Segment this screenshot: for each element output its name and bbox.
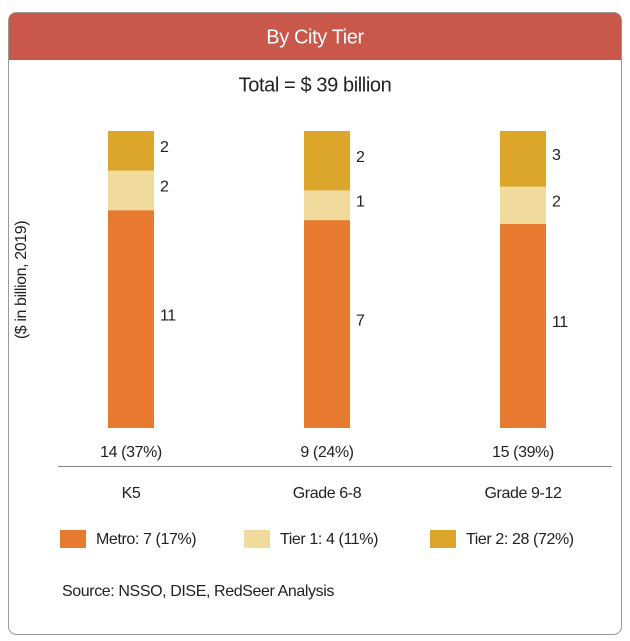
value-label: 11 <box>552 314 568 331</box>
legend-swatch <box>60 530 86 548</box>
bar-segment <box>304 131 350 191</box>
bar-segment <box>500 223 546 428</box>
value-label: 2 <box>160 139 169 156</box>
bar-segment <box>500 186 546 224</box>
bar-segment <box>108 170 154 211</box>
x-tick-label: Grade 6-8 <box>293 485 362 502</box>
chart-title: By City Tier <box>266 26 364 48</box>
value-label: 2 <box>160 179 169 196</box>
bar-segment <box>304 220 350 428</box>
x-tick-label: K5 <box>122 485 141 502</box>
bar-segment <box>304 190 350 221</box>
header-bar <box>9 13 621 60</box>
legend-swatch <box>244 530 270 548</box>
source: Source: NSSO, DISE, RedSeer Analysis <box>62 583 334 600</box>
legend-label: Tier 2: 28 (72%) <box>466 531 574 548</box>
legend-label: Metro: 7 (17%) <box>96 531 196 548</box>
value-label: 7 <box>356 312 365 329</box>
x-tick-label: Grade 9-12 <box>485 485 562 502</box>
value-label: 3 <box>552 147 561 164</box>
total-label: 14 (37%) <box>100 444 162 461</box>
bar-segment <box>108 210 154 428</box>
value-label: 1 <box>356 193 365 210</box>
legend-swatch <box>430 530 456 548</box>
total-label: 9 (24%) <box>300 444 353 461</box>
chart-subtitle: Total = $ 39 billion <box>239 74 392 96</box>
y-axis-label: ($ in billion, 2019) <box>13 221 30 339</box>
total-label: 15 (39%) <box>492 444 554 461</box>
legend-label: Tier 1: 4 (11%) <box>280 531 378 548</box>
bar-segment <box>500 131 546 187</box>
value-label: 2 <box>356 149 365 166</box>
value-label: 11 <box>160 307 176 324</box>
value-label: 2 <box>552 193 561 210</box>
bar-segment <box>108 131 154 171</box>
